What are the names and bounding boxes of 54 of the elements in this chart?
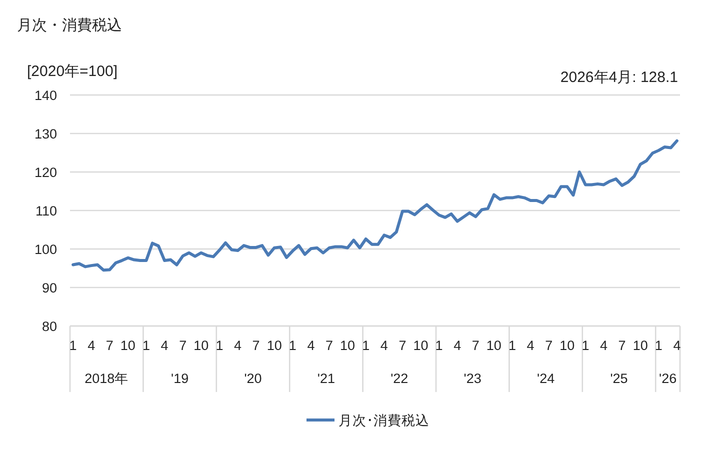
xtick: 1 bbox=[508, 338, 516, 353]
legend-label: 月次･消費税込 bbox=[338, 413, 430, 428]
xtick: 1 bbox=[288, 338, 296, 353]
xtick: 10 bbox=[266, 338, 282, 353]
ytick: 140 bbox=[34, 88, 57, 103]
xtick: 4 bbox=[234, 338, 242, 353]
group-label: '26 bbox=[659, 371, 677, 386]
xtick: 10 bbox=[486, 338, 502, 353]
group-label: 2018年 bbox=[84, 371, 129, 386]
ytick: 90 bbox=[42, 280, 57, 296]
xtick: 10 bbox=[194, 338, 209, 353]
group-label: '24 bbox=[537, 371, 555, 386]
xtick: 1 bbox=[362, 338, 370, 353]
xtick: 4 bbox=[454, 338, 462, 353]
group-label: '22 bbox=[390, 371, 408, 386]
group-label: '21 bbox=[317, 371, 335, 386]
xtick: 1 bbox=[142, 338, 150, 353]
xtick: 7 bbox=[326, 338, 333, 353]
group-label: '19 bbox=[171, 371, 189, 386]
ylabel: [2020年=100] bbox=[27, 63, 118, 80]
xtick: 1 bbox=[216, 338, 224, 353]
xtick: 1 bbox=[582, 338, 590, 353]
xtick: 4 bbox=[600, 338, 608, 353]
xtick: 7 bbox=[106, 338, 114, 353]
ytick: 120 bbox=[34, 164, 57, 180]
xtick: 4 bbox=[380, 338, 388, 353]
xtick: 4 bbox=[526, 338, 534, 353]
xtick: 10 bbox=[120, 338, 136, 353]
annotation: 2026年4月: 128.1 bbox=[560, 69, 678, 86]
xtick: 4 bbox=[160, 338, 168, 353]
xtick: 7 bbox=[398, 338, 406, 353]
xtick: 1 bbox=[654, 338, 662, 353]
title: 月次・消費税込 bbox=[17, 17, 122, 34]
xtick: 1 bbox=[69, 338, 77, 353]
xtick: 7 bbox=[472, 338, 480, 353]
ytick: 130 bbox=[34, 126, 57, 142]
xtick: 4 bbox=[307, 338, 315, 353]
xtick: 10 bbox=[413, 338, 428, 353]
xtick: 1 bbox=[435, 338, 443, 353]
group-label: '20 bbox=[244, 371, 262, 386]
xtick: 10 bbox=[560, 338, 575, 353]
xtick: 7 bbox=[252, 338, 260, 353]
ytick: 80 bbox=[42, 318, 57, 334]
ytick: 110 bbox=[35, 203, 57, 218]
group-label: '25 bbox=[610, 371, 628, 386]
xtick: 4 bbox=[673, 338, 681, 353]
ytick: 100 bbox=[34, 242, 57, 257]
xtick: 7 bbox=[618, 338, 626, 353]
xtick: 7 bbox=[545, 338, 553, 353]
xtick: 7 bbox=[179, 338, 187, 353]
group-label: '23 bbox=[464, 371, 482, 386]
xtick: 4 bbox=[88, 338, 96, 353]
xtick: 10 bbox=[632, 338, 648, 353]
xtick: 10 bbox=[340, 338, 356, 353]
